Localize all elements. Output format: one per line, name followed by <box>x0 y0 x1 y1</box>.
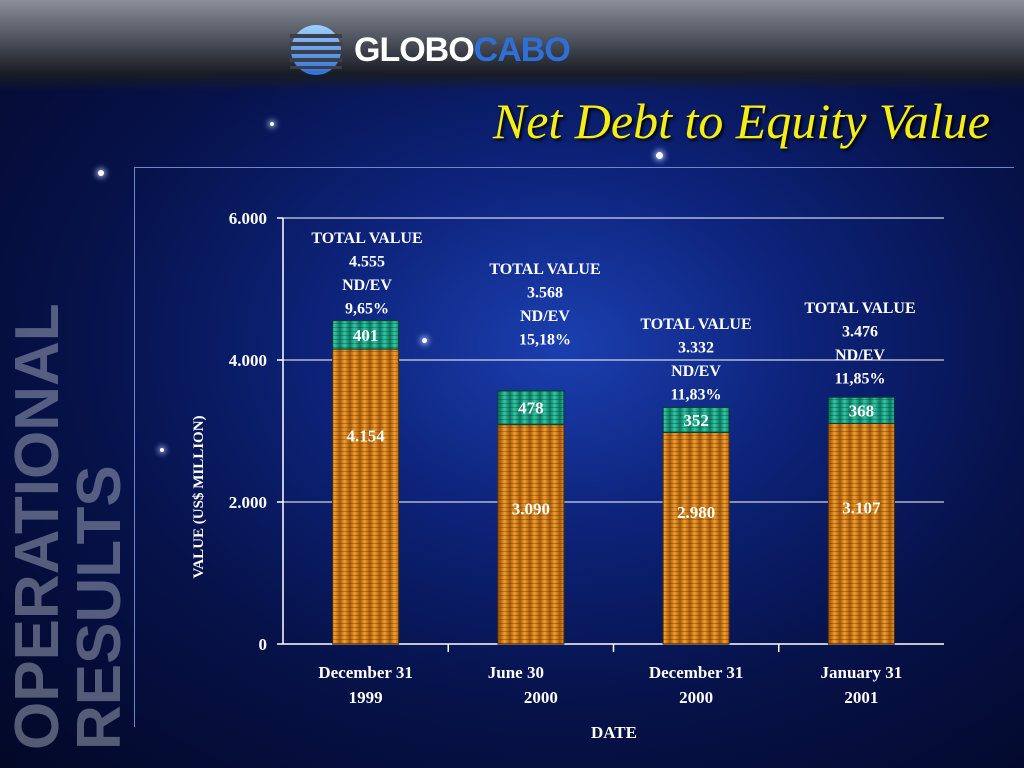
equity-bar <box>662 431 730 645</box>
star-decoration <box>656 152 663 159</box>
total-value-annotation: ND/EV <box>342 277 392 294</box>
star-decoration <box>422 338 427 343</box>
total-value-annotation: 15,18% <box>519 332 571 349</box>
equity-data-label: 4.154 <box>347 427 386 446</box>
total-value-annotation: TOTAL VALUE <box>640 316 751 333</box>
net-debt-bar <box>332 320 400 350</box>
header-bar <box>0 0 1024 92</box>
net-debt-data-label: 352 <box>683 411 709 430</box>
equity-data-label: 2.980 <box>677 503 715 522</box>
y-tick-label: 0 <box>259 635 268 654</box>
x-category-label: December 31 <box>318 663 413 682</box>
total-value-annotation: 3.332 <box>678 340 714 357</box>
company-logo: GLOBOCABO <box>288 20 571 80</box>
total-value-annotation: TOTAL VALUE <box>804 300 915 317</box>
net-debt-data-label: 368 <box>849 401 875 420</box>
y-tick-label: 6.000 <box>229 209 267 228</box>
frame-line-top <box>134 167 1014 168</box>
x-category-label: 2000 <box>679 688 713 707</box>
total-value-annotation: 11,83% <box>670 387 721 404</box>
equity-data-label: 3.090 <box>512 499 550 518</box>
y-axis-title: VALUE (US$ MILLION) <box>191 415 207 578</box>
globe-icon <box>290 25 342 75</box>
total-value-annotation: TOTAL VALUE <box>489 261 600 278</box>
equity-bar <box>497 424 565 645</box>
star-decoration <box>160 448 164 452</box>
total-value-annotation: 4.555 <box>349 254 385 271</box>
equity-bar <box>827 422 895 645</box>
total-value-annotation: ND/EV <box>520 308 570 325</box>
total-value-annotation: 3.568 <box>527 285 563 302</box>
y-tick-label: 2.000 <box>229 493 267 512</box>
x-category-label: 1999 <box>349 688 383 707</box>
total-value-annotation: 3.476 <box>842 324 878 341</box>
x-category-label: 2000 <box>524 688 558 707</box>
x-axis-title: DATE <box>591 723 637 742</box>
frame-line-left <box>134 167 135 727</box>
equity-bar <box>332 348 400 645</box>
total-value-annotation: TOTAL VALUE <box>311 230 422 247</box>
star-decoration <box>98 170 104 176</box>
net-debt-data-label: 401 <box>353 326 379 345</box>
logo-wordmark: GLOBOCABO <box>354 30 571 69</box>
x-category-label: June 30 <box>488 663 544 682</box>
y-tick-label: 4.000 <box>229 351 267 370</box>
x-category-label: January 31 <box>821 663 903 682</box>
total-value-annotation: ND/EV <box>671 363 721 380</box>
x-category-label: 2001 <box>844 688 878 707</box>
page-title: Net Debt to Equity Value <box>492 93 990 149</box>
x-category-label: December 31 <box>649 663 744 682</box>
net-debt-bar <box>827 396 895 424</box>
equity-data-label: 3.107 <box>842 499 881 518</box>
total-value-annotation: 11,85% <box>834 371 885 388</box>
star-decoration <box>270 122 274 126</box>
total-value-annotation: 9,65% <box>345 301 389 318</box>
net-debt-data-label: 478 <box>518 399 544 418</box>
total-value-annotation: ND/EV <box>835 347 885 364</box>
net-debt-bar <box>662 406 730 433</box>
net-debt-bar <box>497 390 565 426</box>
